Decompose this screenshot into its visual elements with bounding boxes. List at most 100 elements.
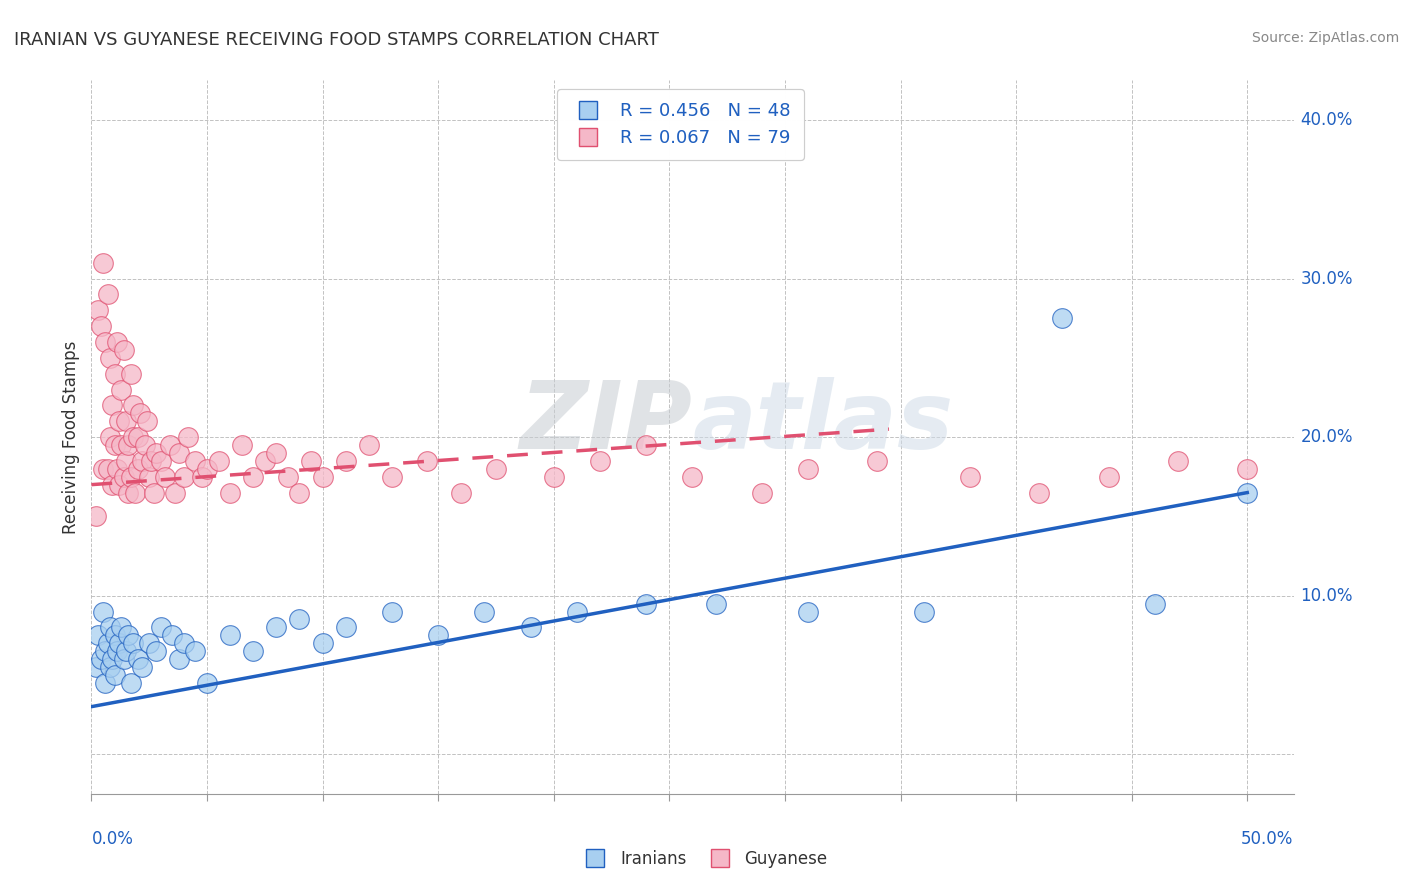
Point (115, 644, 138, 658)
Point (103, 668, 125, 682)
Point (103, 367, 125, 381)
Point (112, 343, 135, 357)
Point (84, 509, 107, 524)
Point (103, 628, 125, 642)
Point (751, 485, 773, 500)
Point (120, 367, 142, 381)
Point (231, 438, 253, 452)
Point (163, 485, 186, 500)
Point (184, 454, 207, 468)
Point (120, 469, 142, 483)
Point (90, 652, 112, 666)
Point (120, 676, 142, 690)
Point (311, 469, 333, 483)
Point (138, 636, 160, 650)
Point (94, 334, 117, 349)
Point (1167, 454, 1189, 468)
Point (173, 469, 195, 483)
Point (485, 462, 508, 476)
Point (145, 446, 167, 460)
Text: atlas: atlas (692, 376, 953, 469)
Point (138, 469, 160, 483)
Point (135, 414, 157, 428)
Point (167, 446, 190, 460)
Point (427, 628, 450, 642)
Point (98, 660, 121, 674)
Point (90, 319, 112, 334)
Point (1143, 597, 1166, 611)
Point (1028, 485, 1050, 500)
Point (122, 398, 145, 412)
Point (1236, 485, 1258, 500)
Legend: R = 0.456   N = 48, R = 0.067   N = 79: R = 0.456 N = 48, R = 0.067 N = 79 (557, 89, 804, 160)
Point (565, 605, 588, 619)
Point (207, 454, 229, 468)
Text: 40.0%: 40.0% (1301, 111, 1353, 129)
Point (311, 636, 333, 650)
Point (127, 430, 149, 444)
Point (266, 620, 288, 634)
Point (1236, 462, 1258, 476)
Point (335, 454, 357, 468)
Point (184, 644, 207, 658)
Point (117, 485, 139, 500)
Point (912, 605, 935, 619)
Point (127, 652, 149, 666)
Text: 10.0%: 10.0% (1301, 587, 1353, 605)
Point (167, 652, 190, 666)
Point (519, 620, 541, 634)
Point (242, 469, 264, 483)
Text: Source: ZipAtlas.com: Source: ZipAtlas.com (1251, 31, 1399, 45)
Point (98, 351, 121, 365)
Point (797, 605, 820, 619)
Point (97, 287, 120, 301)
Point (866, 454, 889, 468)
Point (195, 676, 218, 690)
Point (1097, 469, 1119, 483)
Point (117, 438, 139, 452)
Point (299, 454, 322, 468)
Point (87, 628, 110, 642)
Point (101, 398, 124, 412)
Point (91, 255, 114, 269)
Point (173, 636, 195, 650)
Legend: Iranians, Guyanese: Iranians, Guyanese (572, 844, 834, 875)
Point (959, 469, 981, 483)
Point (704, 597, 727, 611)
Point (543, 469, 565, 483)
Point (94, 644, 117, 658)
Point (112, 652, 135, 666)
Point (97, 462, 120, 476)
Point (129, 406, 152, 420)
Point (101, 652, 124, 666)
Point (110, 383, 132, 397)
Point (253, 454, 276, 468)
Point (357, 438, 380, 452)
Point (105, 334, 128, 349)
Y-axis label: Receiving Food Stamps: Receiving Food Stamps (62, 341, 80, 533)
Point (195, 462, 218, 476)
Point (450, 485, 472, 500)
Point (117, 628, 139, 642)
Point (277, 469, 299, 483)
Point (122, 636, 145, 650)
Point (101, 477, 124, 491)
Point (381, 605, 404, 619)
Point (105, 462, 128, 476)
Point (474, 605, 496, 619)
Point (87, 303, 110, 318)
Point (219, 485, 242, 500)
Text: 30.0%: 30.0% (1301, 269, 1353, 287)
Point (636, 597, 658, 611)
Point (131, 660, 153, 674)
Point (122, 430, 145, 444)
Point (108, 477, 131, 491)
Point (134, 438, 156, 452)
Point (108, 414, 131, 428)
Point (1052, 311, 1074, 326)
Point (415, 454, 437, 468)
Point (162, 628, 184, 642)
Point (149, 620, 172, 634)
Text: ZIP: ZIP (520, 376, 692, 469)
Point (105, 644, 128, 658)
